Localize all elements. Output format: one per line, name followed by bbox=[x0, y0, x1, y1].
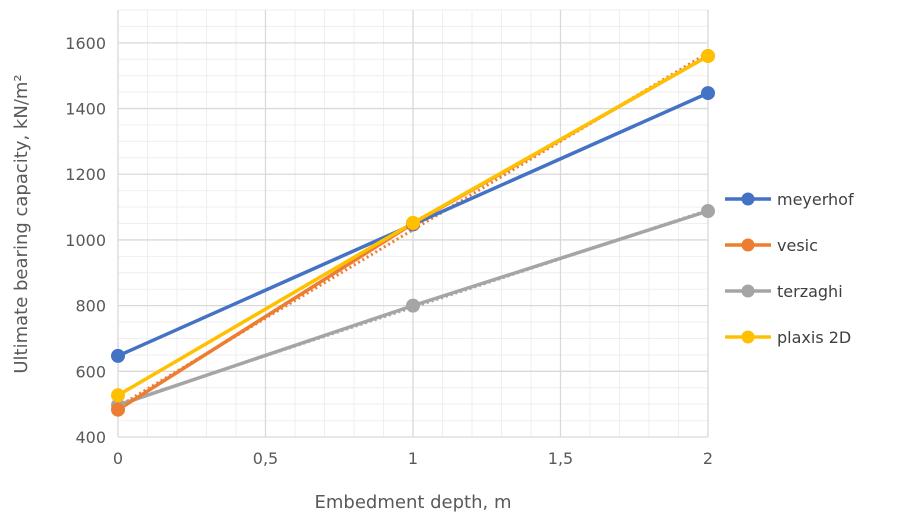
legend-label: terzaghi bbox=[777, 282, 843, 301]
legend-item-terzaghi[interactable]: terzaghi bbox=[725, 282, 843, 301]
data-point-meyerhof[interactable] bbox=[111, 348, 125, 363]
y-tick-label: 1200 bbox=[65, 165, 106, 184]
data-point-plaxis-2d[interactable] bbox=[111, 388, 125, 403]
y-axis-title: Ultimate bearing capacity, kN/m² bbox=[11, 74, 32, 373]
y-tick-label: 1400 bbox=[65, 100, 106, 119]
data-point-terzaghi[interactable] bbox=[406, 298, 420, 313]
data-point-plaxis-2d[interactable] bbox=[701, 48, 715, 63]
x-tick-label: 1 bbox=[408, 449, 418, 468]
series-points bbox=[111, 48, 715, 417]
legend-swatch-marker bbox=[741, 238, 755, 252]
legend-label: plaxis 2D bbox=[777, 328, 851, 347]
y-tick-label: 800 bbox=[75, 297, 106, 316]
data-point-terzaghi[interactable] bbox=[701, 204, 715, 219]
x-tick-label: 2 bbox=[703, 449, 713, 468]
legend-label: vesic bbox=[777, 236, 818, 255]
legend: meyerhof vesic terzaghi plaxis 2D bbox=[725, 190, 854, 347]
x-axis-tick-labels: 0 0,5 1 1,5 2 bbox=[113, 449, 713, 468]
legend-item-vesic[interactable]: vesic bbox=[725, 236, 818, 255]
x-tick-label: 0,5 bbox=[253, 449, 278, 468]
legend-swatch-marker bbox=[741, 284, 755, 298]
x-axis-title: Embedment depth, m bbox=[315, 492, 512, 513]
data-point-plaxis-2d[interactable] bbox=[406, 215, 420, 230]
major-gridlines bbox=[117, 10, 709, 438]
y-tick-label: 1000 bbox=[65, 231, 106, 250]
legend-label: meyerhof bbox=[777, 190, 854, 209]
x-tick-label: 0 bbox=[113, 449, 123, 468]
y-tick-label: 400 bbox=[75, 428, 106, 447]
legend-item-plaxis-2d[interactable]: plaxis 2D bbox=[725, 328, 851, 347]
legend-swatch-marker bbox=[741, 192, 755, 206]
y-axis-tick-labels: 400 600 800 1000 1200 1400 1600 bbox=[65, 34, 106, 447]
legend-item-meyerhof[interactable]: meyerhof bbox=[725, 190, 854, 209]
x-tick-label: 1,5 bbox=[548, 449, 573, 468]
legend-swatch-marker bbox=[741, 330, 755, 344]
y-tick-label: 1600 bbox=[65, 34, 106, 53]
y-tick-label: 600 bbox=[75, 362, 106, 381]
data-point-meyerhof[interactable] bbox=[701, 86, 715, 101]
data-point-vesic[interactable] bbox=[111, 402, 125, 417]
